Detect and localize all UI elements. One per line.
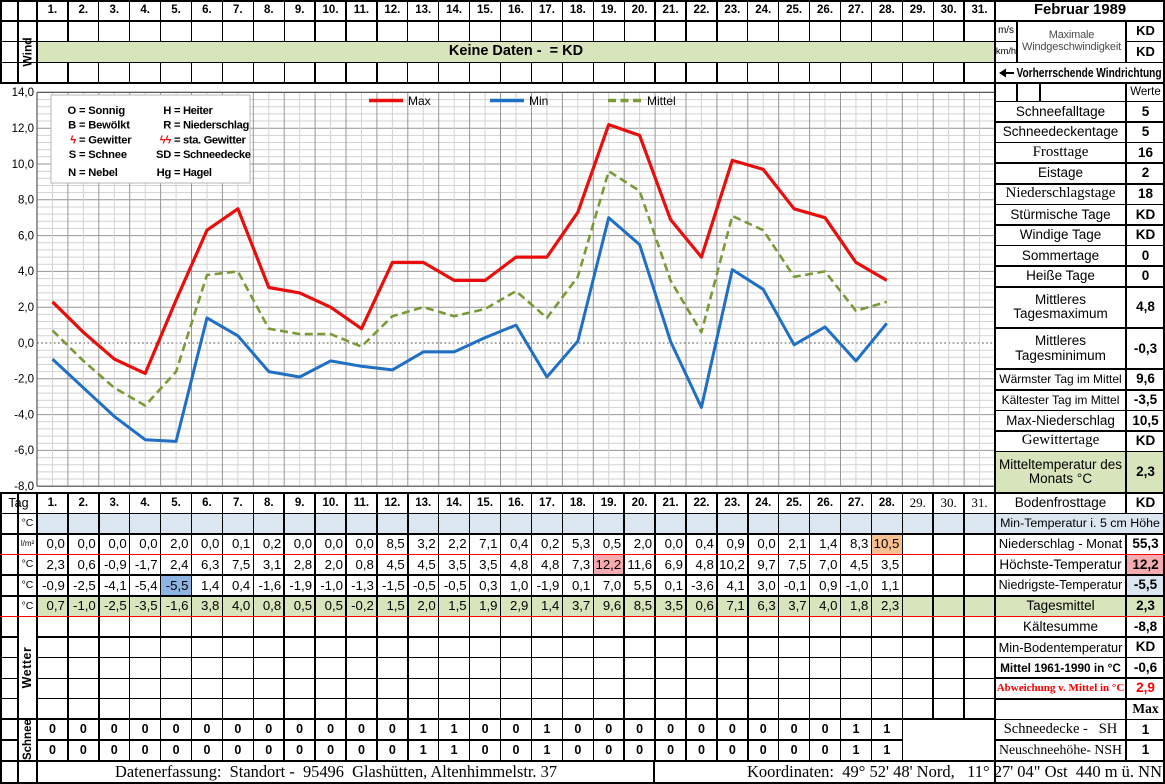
svg-text:6,0: 6,0 bbox=[18, 230, 34, 242]
svg-text:= Nebel: = Nebel bbox=[79, 167, 118, 179]
svg-text:Max: Max bbox=[408, 94, 431, 108]
svg-text:8,0: 8,0 bbox=[18, 195, 34, 207]
svg-text:2,0: 2,0 bbox=[18, 302, 34, 314]
svg-text:B: B bbox=[68, 120, 76, 132]
svg-text:= Sonnig: = Sonnig bbox=[79, 105, 125, 117]
svg-text:= Hagel: = Hagel bbox=[174, 167, 212, 179]
svg-text:14,0: 14,0 bbox=[12, 87, 34, 99]
svg-text:= Schnee: = Schnee bbox=[79, 149, 127, 161]
svg-text:= Bewölkt: = Bewölkt bbox=[79, 120, 130, 132]
svg-text:12,0: 12,0 bbox=[12, 123, 34, 135]
svg-text:= Heiter: = Heiter bbox=[174, 105, 214, 117]
svg-text:= Gewitter: = Gewitter bbox=[79, 134, 132, 146]
svg-text:H: H bbox=[163, 105, 171, 117]
svg-text:Hg: Hg bbox=[157, 167, 172, 179]
svg-text:SD: SD bbox=[156, 149, 171, 161]
svg-text:10,0: 10,0 bbox=[12, 159, 34, 171]
svg-text:S: S bbox=[69, 149, 77, 161]
svg-text:0,0: 0,0 bbox=[18, 338, 34, 350]
svg-text:= sta. Gewitter: = sta. Gewitter bbox=[174, 134, 247, 146]
svg-text:O: O bbox=[67, 105, 76, 117]
svg-text:= Schneedecke: = Schneedecke bbox=[174, 149, 251, 161]
svg-text:Mittel: Mittel bbox=[647, 94, 676, 108]
svg-text:ϟϟ: ϟϟ bbox=[160, 134, 172, 146]
svg-text:ϟ: ϟ bbox=[70, 134, 76, 146]
svg-text:-8,0: -8,0 bbox=[14, 481, 34, 493]
svg-text:= Niederschlag: = Niederschlag bbox=[174, 120, 250, 132]
svg-text:-4,0: -4,0 bbox=[14, 409, 34, 421]
svg-text:R: R bbox=[163, 120, 171, 132]
svg-text:-6,0: -6,0 bbox=[14, 445, 34, 457]
svg-text:Min: Min bbox=[529, 94, 548, 108]
svg-text:N: N bbox=[68, 167, 76, 179]
svg-text:4,0: 4,0 bbox=[18, 266, 34, 278]
svg-text:-2,0: -2,0 bbox=[14, 374, 34, 386]
